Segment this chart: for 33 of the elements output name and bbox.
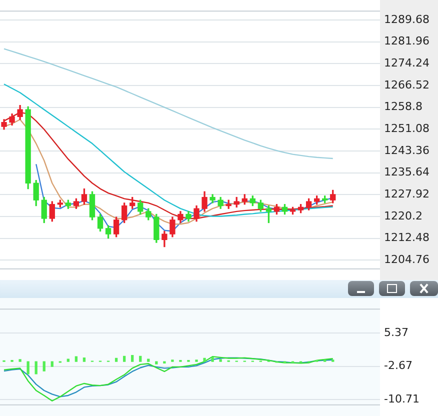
bar xyxy=(131,355,134,362)
y-tick-label: 1258.8 xyxy=(384,100,422,114)
bar xyxy=(34,361,38,374)
bar xyxy=(122,356,126,362)
y-tick-label: 5.37 xyxy=(384,326,408,339)
y-tick-label: 1274.24 xyxy=(384,56,430,70)
y-tick-label: 1235.64 xyxy=(384,166,430,179)
y-tick-label: 1289.68 xyxy=(384,12,430,26)
bar xyxy=(147,358,150,362)
y-tick-label: 1220.2 xyxy=(384,209,422,222)
bar xyxy=(82,358,86,362)
bar xyxy=(114,358,118,362)
bar xyxy=(50,361,54,367)
y-tick-label: 1281.96 xyxy=(384,34,430,48)
bar xyxy=(66,358,70,362)
y-tick-label: 1243.36 xyxy=(384,144,430,157)
y-tick-label: 1251.08 xyxy=(384,122,430,136)
bar xyxy=(219,359,222,362)
y-tick-label: -2.67 xyxy=(384,359,412,372)
bar xyxy=(74,356,78,362)
y-tick-label: 1227.92 xyxy=(384,188,430,201)
bar xyxy=(26,361,30,374)
y-tick-label: -10.71 xyxy=(384,392,420,406)
y-tick-label: 1266.52 xyxy=(384,78,430,92)
bar xyxy=(203,358,206,362)
y-tick-label: 1204.76 xyxy=(384,253,430,266)
bar xyxy=(155,361,158,364)
bar xyxy=(163,361,166,364)
bar xyxy=(42,361,46,372)
bar xyxy=(211,357,214,362)
y-tick-label: 1212.48 xyxy=(384,231,430,244)
bar xyxy=(139,356,142,362)
bar xyxy=(18,359,22,362)
